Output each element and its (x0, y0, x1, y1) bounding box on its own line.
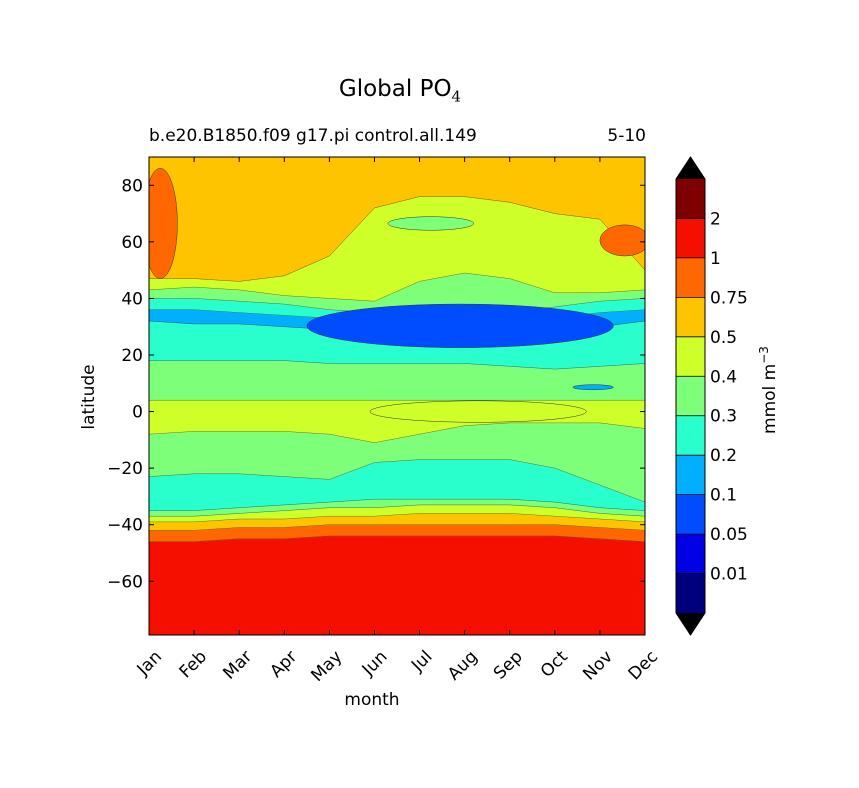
y-tick-label: 20 (121, 346, 143, 366)
colorbar-segment (676, 415, 705, 456)
colorbar-tick-label: 2 (710, 209, 721, 229)
colorbar-tick-label: 0.5 (710, 328, 737, 348)
contour-line (149, 524, 645, 531)
x-tick-label: Jun (358, 647, 392, 681)
colorbar-label: mmol m−3 (757, 346, 780, 434)
contour-line (149, 272, 645, 302)
y-tick-label: 80 (121, 176, 143, 196)
x-tick-label: Jul (407, 647, 436, 676)
x-tick-label: Jan (133, 647, 166, 680)
colorbar-segment (676, 218, 705, 258)
x-axis-label: month (344, 690, 399, 710)
colorbar-tick-label: 0.4 (710, 367, 737, 387)
y-tick-label: 40 (121, 289, 143, 309)
x-tick-label: May (307, 647, 346, 686)
colorbar-segment (676, 573, 705, 613)
contour-region-0.75 (149, 168, 178, 279)
plot-frame (148, 156, 646, 636)
x-tick-label: Sep (490, 647, 527, 684)
contour-region-0.4 (369, 400, 587, 423)
chart-subtitle: b.e20.B1850.f09 g17.pi control.all.149 (149, 126, 477, 146)
chart-title: Global PO4 (338, 76, 462, 106)
colorbar-segment (676, 257, 705, 298)
colorbar-segment (676, 336, 705, 377)
contour-region-0.3 (387, 216, 474, 231)
contour-line (149, 504, 645, 517)
contour-line (149, 535, 645, 542)
colorbar-tick-label: 0.75 (710, 288, 748, 308)
contour-line (149, 513, 645, 523)
y-tick-label: −20 (107, 459, 143, 479)
contour-region-0.75 (599, 224, 645, 257)
contour-line (149, 459, 645, 503)
colorbar-segment (676, 179, 705, 219)
colorbar-extend-min (676, 613, 705, 635)
colorbar-segment (676, 376, 705, 416)
x-tick-label: Apr (266, 647, 301, 682)
x-tick-label: Oct (537, 647, 572, 682)
colorbar-tick-label: 0.05 (710, 525, 748, 545)
chart-period: 5-10 (607, 126, 646, 146)
y-tick-label: −60 (107, 572, 143, 592)
colorbar-frame (675, 156, 706, 636)
colorbar-tick-label: 0.01 (710, 565, 748, 585)
colorbar-extend-max (676, 157, 705, 179)
contour-line (149, 422, 645, 443)
contour-region-0.05 (306, 303, 614, 348)
y-tick-label: 0 (132, 403, 143, 423)
y-axis-label: latitude (79, 364, 99, 429)
colorbar-segment (676, 297, 705, 337)
colorbar-tick-label: 0.2 (710, 446, 737, 466)
colorbar-segment (676, 494, 705, 535)
colorbar-tick-label: 1 (710, 249, 721, 269)
x-tick-label: Dec (625, 647, 662, 684)
colorbar-segment (676, 534, 705, 574)
x-tick-label: Mar (219, 647, 256, 684)
colorbar-tick-label: 0.3 (710, 407, 737, 427)
x-tick-label: Nov (579, 647, 617, 685)
contour-band (149, 535, 645, 635)
contour-region-0.2 (572, 384, 614, 391)
contour-line (149, 360, 645, 370)
contour-line (149, 498, 645, 511)
y-tick-label: −40 (107, 516, 143, 536)
y-tick-label: 60 (121, 233, 143, 253)
colorbar-tick-label: 0.1 (710, 486, 737, 506)
x-tick-label: Feb (176, 647, 211, 682)
colorbar-segment (676, 455, 705, 495)
x-tick-label: Aug (444, 647, 482, 685)
contour-line (149, 196, 645, 282)
